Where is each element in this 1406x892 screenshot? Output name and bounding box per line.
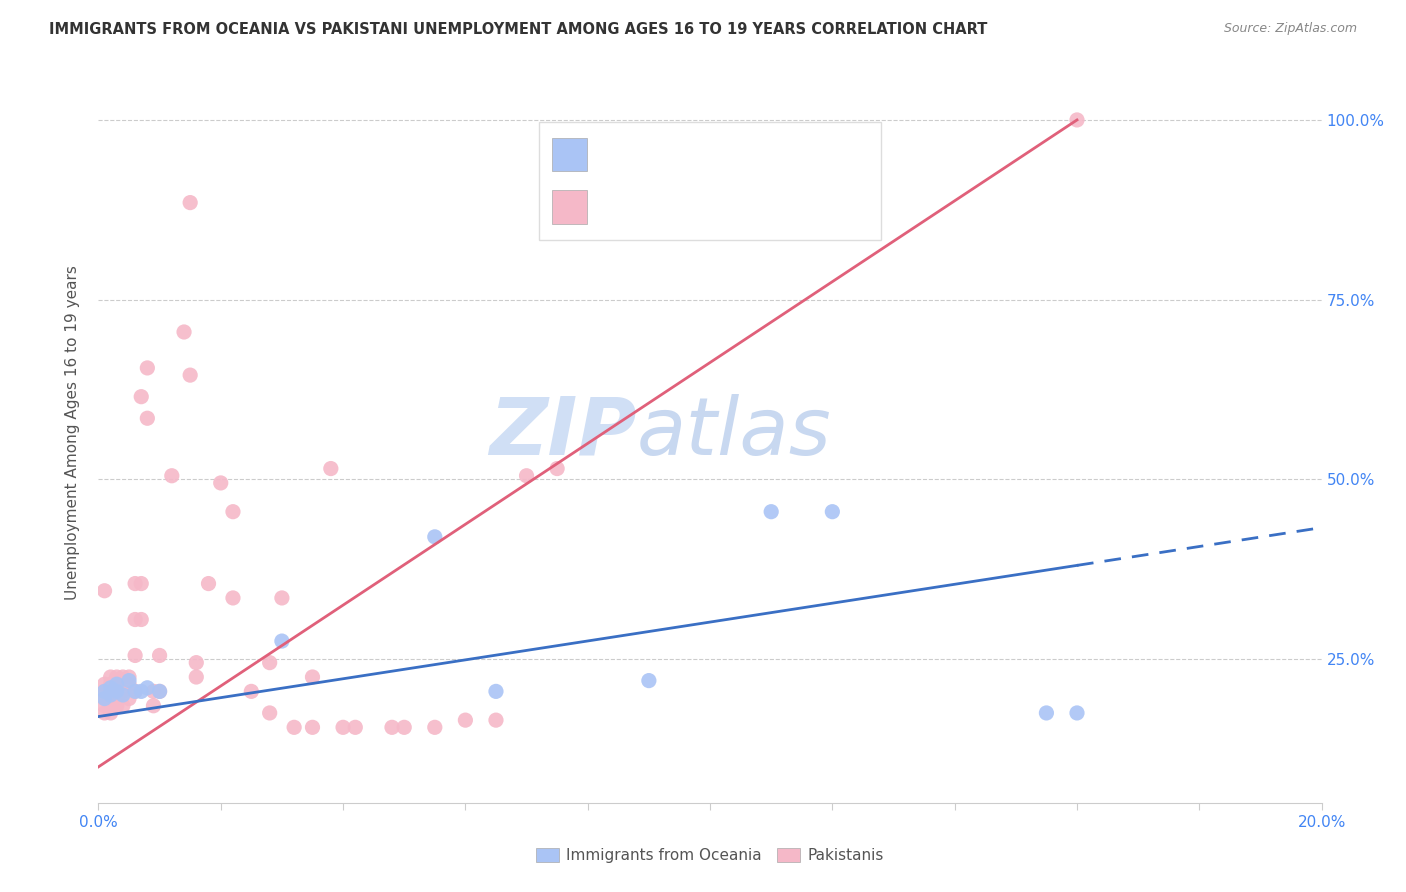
Point	[93, 698, 115, 713]
Point	[129, 684, 152, 698]
Point	[100, 698, 122, 713]
Point	[100, 706, 122, 720]
Point	[93, 706, 115, 720]
Point	[149, 648, 172, 663]
Y-axis label: Unemployment Among Ages 16 to 19 years: Unemployment Among Ages 16 to 19 years	[65, 265, 80, 600]
Point	[1066, 112, 1088, 127]
Point	[105, 684, 128, 698]
Text: ZIP: ZIP	[489, 393, 637, 472]
Point	[423, 530, 446, 544]
Point	[149, 684, 172, 698]
Point	[100, 670, 122, 684]
Point	[124, 576, 146, 591]
Point	[381, 720, 404, 734]
Point	[124, 648, 146, 663]
Point	[142, 684, 165, 698]
Point	[93, 691, 115, 706]
Point	[129, 613, 152, 627]
Point	[179, 368, 201, 383]
Point	[100, 681, 122, 695]
Point	[186, 656, 208, 670]
Point	[149, 684, 172, 698]
Point	[392, 720, 416, 734]
Point	[209, 475, 232, 490]
Point	[100, 688, 122, 702]
Point	[105, 670, 128, 684]
Point	[423, 720, 446, 734]
Point	[124, 684, 146, 698]
Point	[485, 713, 508, 727]
Point	[259, 706, 281, 720]
Point	[546, 461, 568, 475]
Point	[270, 634, 292, 648]
Point	[105, 677, 128, 691]
Point	[118, 691, 141, 706]
Point	[111, 688, 134, 702]
Point	[759, 505, 782, 519]
Text: IMMIGRANTS FROM OCEANIA VS PAKISTANI UNEMPLOYMENT AMONG AGES 16 TO 19 YEARS CORR: IMMIGRANTS FROM OCEANIA VS PAKISTANI UNE…	[49, 22, 987, 37]
Point	[100, 684, 122, 698]
Point	[1035, 706, 1057, 720]
Point	[124, 684, 146, 698]
Point	[124, 613, 146, 627]
Text: atlas: atlas	[637, 393, 831, 472]
Point	[118, 677, 141, 691]
Point	[319, 461, 342, 475]
Point	[173, 325, 195, 339]
Point	[142, 698, 165, 713]
Point	[821, 505, 844, 519]
Point	[136, 411, 159, 425]
Point	[118, 673, 141, 688]
Point	[637, 673, 661, 688]
Point	[105, 684, 128, 698]
Point	[160, 468, 183, 483]
Point	[240, 684, 263, 698]
Point	[111, 670, 134, 684]
Point	[1066, 706, 1088, 720]
Point	[485, 684, 508, 698]
Point	[129, 390, 152, 404]
Point	[93, 684, 115, 698]
Point	[118, 670, 141, 684]
Point	[186, 670, 208, 684]
Point	[259, 656, 281, 670]
Point	[270, 591, 292, 605]
Point	[197, 576, 219, 591]
Point	[454, 713, 477, 727]
Point	[111, 698, 134, 713]
Point	[283, 720, 305, 734]
Point	[93, 691, 115, 706]
Point	[222, 591, 245, 605]
Point	[344, 720, 367, 734]
Point	[332, 720, 354, 734]
Point	[105, 691, 128, 706]
Point	[136, 360, 159, 375]
Point	[105, 677, 128, 691]
Point	[129, 576, 152, 591]
Point	[100, 677, 122, 691]
Text: Source: ZipAtlas.com: Source: ZipAtlas.com	[1223, 22, 1357, 36]
Point	[93, 677, 115, 691]
Legend: Immigrants from Oceania, Pakistanis: Immigrants from Oceania, Pakistanis	[530, 842, 890, 869]
Point	[111, 684, 134, 698]
Point	[136, 681, 159, 695]
Point	[93, 684, 115, 698]
Point	[179, 195, 201, 210]
Point	[105, 698, 128, 713]
Point	[516, 468, 538, 483]
Point	[301, 720, 323, 734]
Point	[301, 670, 323, 684]
Point	[222, 505, 245, 519]
Point	[93, 583, 115, 598]
